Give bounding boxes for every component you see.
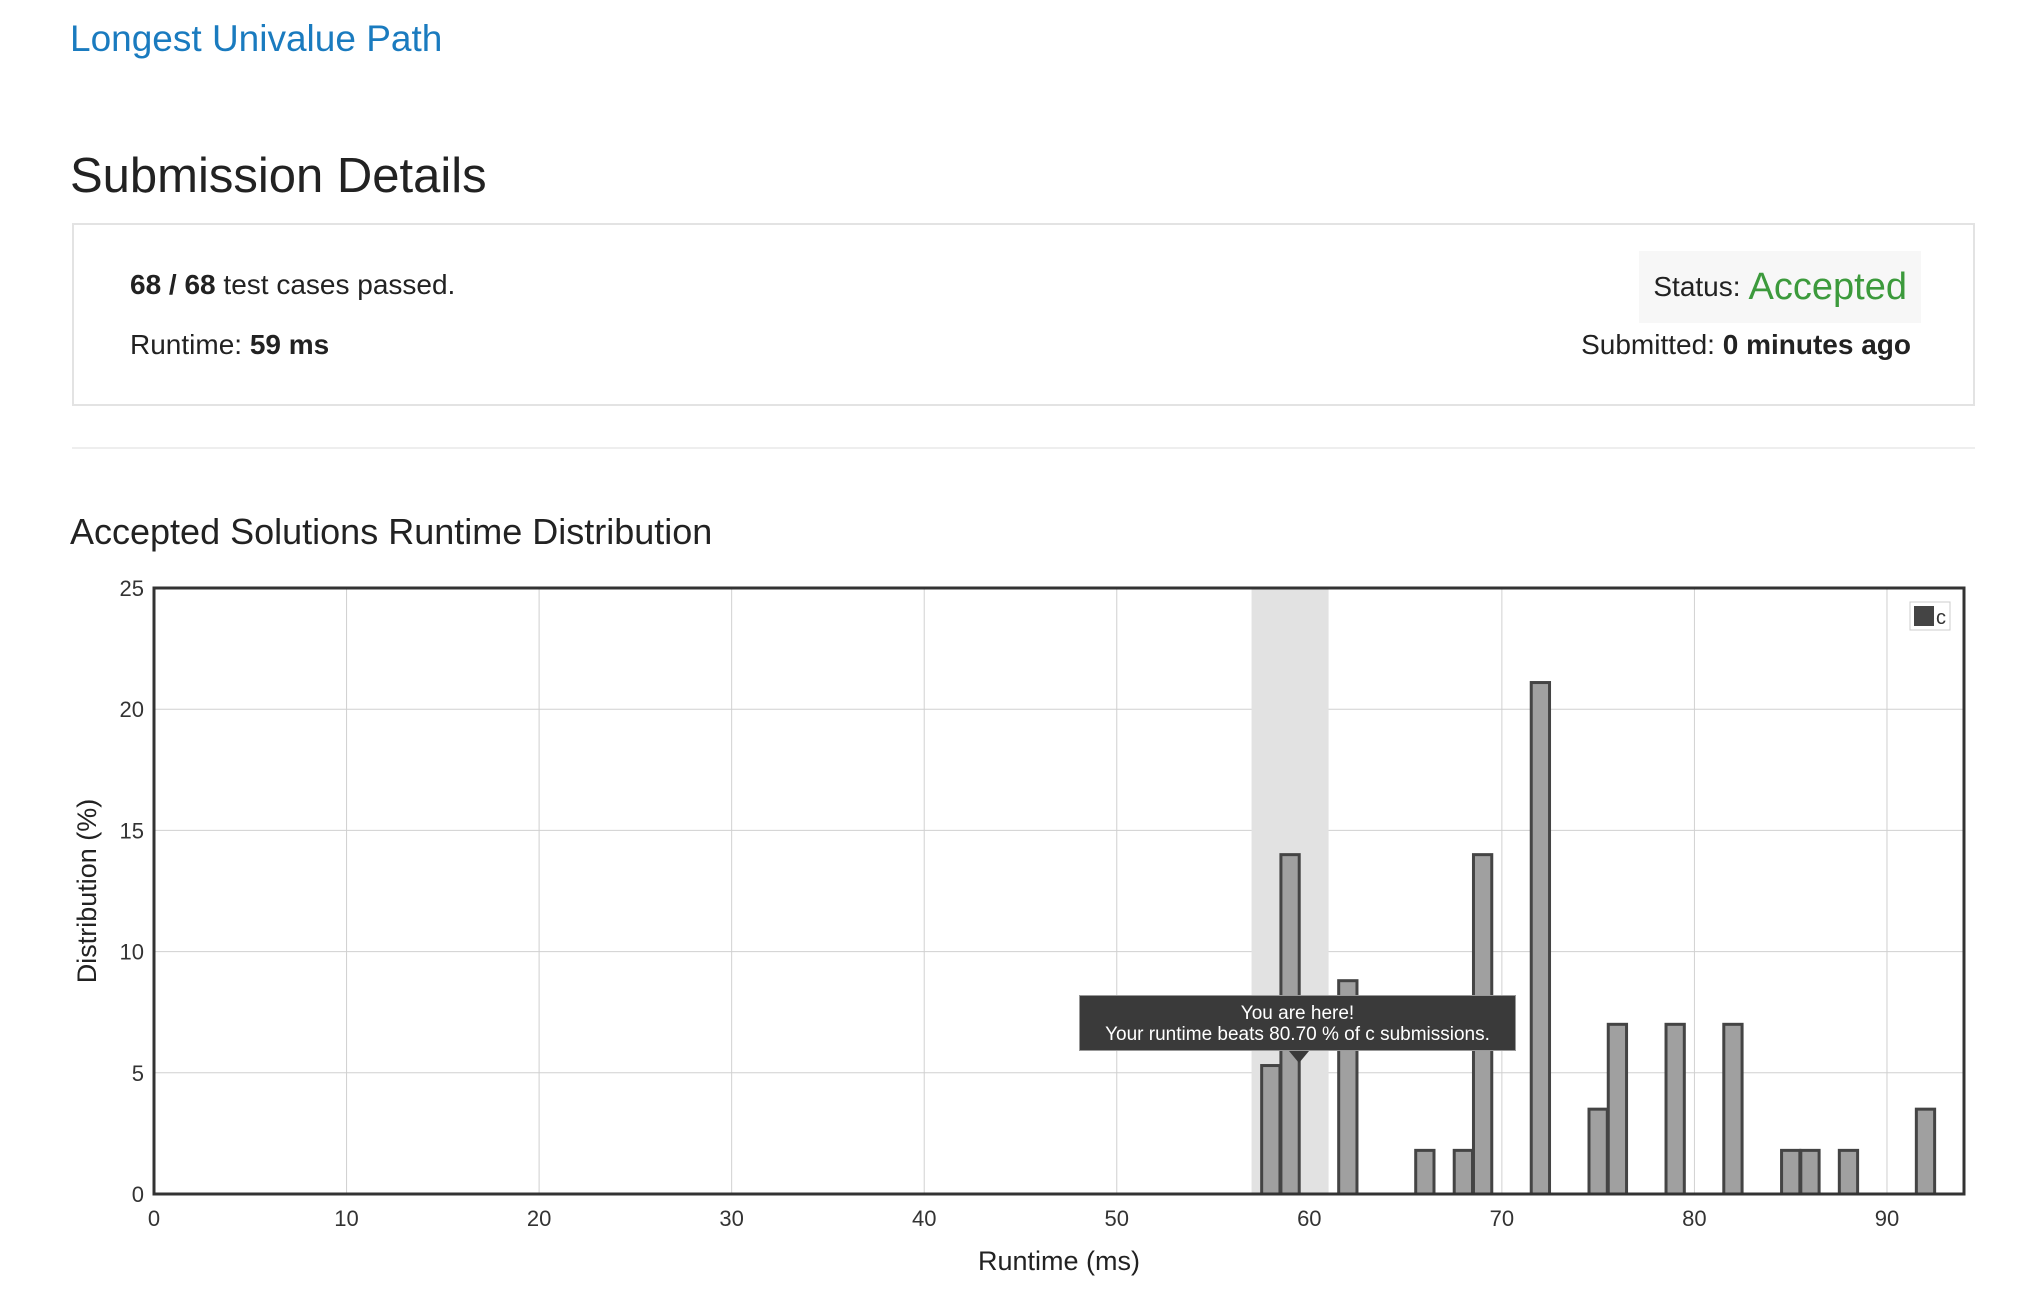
submitted-value: 0 minutes ago — [1722, 329, 1911, 360]
bar-68 — [1452, 1148, 1475, 1196]
chart-bars — [1260, 681, 1937, 1196]
bar-79 — [1664, 1022, 1686, 1196]
bar-88 — [1837, 1148, 1860, 1196]
y-tick-label: 0 — [132, 1182, 144, 1207]
submission-details-panel: 68 / 68 test cases passed. Runtime: 59 m… — [72, 223, 1975, 406]
tooltip-line-2: Your runtime beats 80.70 % of c submissi… — [1105, 1024, 1490, 1045]
chart-grid — [153, 587, 1964, 1195]
runtime-value: 59 ms — [249, 329, 330, 360]
page-title: Submission Details — [70, 149, 487, 203]
tooltip-arrow — [1289, 1051, 1309, 1063]
tooltip-line-1: You are here! — [1240, 1003, 1355, 1024]
x-axis-label: Runtime (ms) — [978, 1246, 1140, 1276]
x-tick-label: 30 — [719, 1206, 743, 1231]
submitted-summary: Submitted: 0 minutes ago — [1581, 329, 1911, 361]
runtime-distribution-chart: 0 10 20 30 40 50 60 70 80 90 0 5 10 15 20 25 Runtime (… — [72, 576, 1966, 1276]
runtime-summary: Runtime: 59 ms — [130, 329, 329, 361]
y-tick-label: 25 — [120, 576, 144, 601]
bar-66 — [1414, 1148, 1436, 1196]
x-tick-label: 20 — [527, 1206, 551, 1231]
y-tick-label: 5 — [132, 1061, 144, 1086]
runtime-tooltip: You are here! Your runtime beats 80.70 %… — [1079, 995, 1516, 1051]
x-tick-label: 50 — [1105, 1206, 1129, 1231]
status-box: Status: Accepted — [1639, 251, 1921, 323]
bar-92 — [1914, 1107, 1937, 1196]
y-axis-label: Distribution (%) — [72, 799, 102, 984]
legend-label: c — [1936, 607, 1946, 629]
bar-85 — [1780, 1148, 1802, 1196]
y-tick-label: 20 — [120, 697, 144, 722]
section-divider — [72, 447, 1975, 449]
bar-72 — [1529, 681, 1552, 1196]
problem-title-link[interactable]: Longest Univalue Path — [70, 18, 443, 59]
bar-86 — [1799, 1148, 1821, 1196]
y-tick-label: 15 — [120, 818, 144, 843]
test-cases-summary: 68 / 68 test cases passed. — [130, 269, 455, 301]
status-label: Status: — [1653, 271, 1741, 302]
x-tick-label: 70 — [1490, 1206, 1514, 1231]
plot-frame — [152, 586, 1966, 1196]
x-tick-label: 90 — [1875, 1206, 1899, 1231]
bar-58 — [1260, 1064, 1282, 1196]
x-tick-label: 10 — [334, 1206, 358, 1231]
submitted-label: Submitted: — [1581, 329, 1715, 360]
x-tick-label: 40 — [912, 1206, 936, 1231]
test-cases-label: test cases passed. — [223, 269, 456, 300]
bar-75 — [1587, 1107, 1609, 1196]
bar-82 — [1722, 1022, 1744, 1196]
y-tick-labels: 0 5 10 15 20 25 — [120, 576, 144, 1207]
test-cases-count: 68 / 68 — [130, 269, 216, 300]
runtime-label: Runtime: — [130, 329, 243, 360]
chart-legend: c — [1909, 601, 1951, 631]
y-tick-label: 10 — [120, 940, 144, 965]
bar-76 — [1606, 1022, 1629, 1196]
x-tick-label: 80 — [1682, 1206, 1706, 1231]
x-tick-label: 60 — [1297, 1206, 1321, 1231]
x-tick-label: 0 — [148, 1206, 160, 1231]
status-accepted[interactable]: Accepted — [1748, 265, 1907, 308]
x-tick-labels: 0 10 20 30 40 50 60 70 80 90 — [148, 1206, 1899, 1231]
distribution-title: Accepted Solutions Runtime Distribution — [70, 511, 713, 552]
legend-swatch — [1914, 606, 1934, 626]
